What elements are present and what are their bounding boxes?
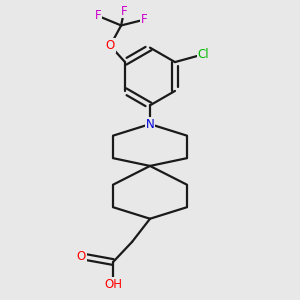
Text: F: F [121, 4, 127, 17]
Text: O: O [106, 39, 115, 52]
Text: F: F [141, 13, 148, 26]
Text: OH: OH [104, 278, 122, 291]
Text: F: F [95, 9, 101, 22]
Text: Cl: Cl [198, 48, 209, 61]
Text: N: N [146, 118, 154, 130]
Text: O: O [77, 250, 86, 263]
